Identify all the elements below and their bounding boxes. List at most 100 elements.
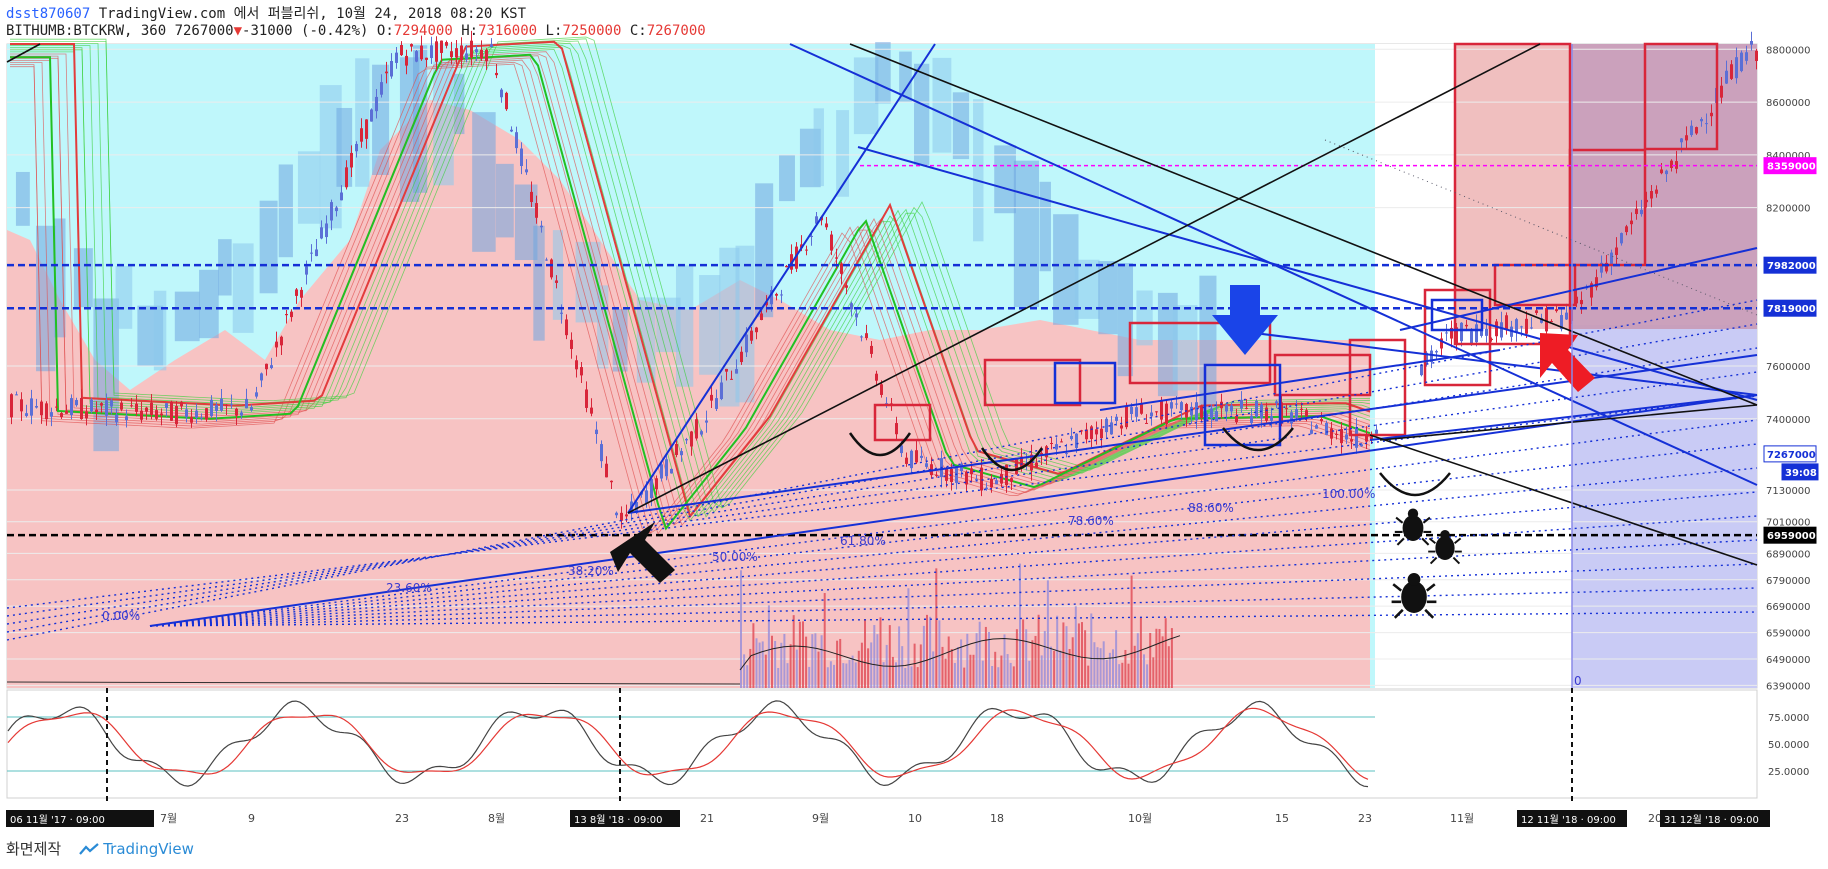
volume-bar: [895, 662, 897, 688]
price-candle: [1015, 458, 1018, 474]
price-candle: [300, 289, 303, 298]
volume-bar: [1022, 619, 1025, 688]
price-candle: [775, 293, 778, 296]
price-candle: [1685, 135, 1688, 141]
range-box-blue: [1053, 361, 1117, 405]
price-candle: [1565, 312, 1568, 320]
cloud-block: [1199, 275, 1217, 420]
price-candle: [430, 45, 433, 59]
price-candle: [1190, 406, 1193, 416]
cloud-block: [199, 269, 219, 339]
volume-bar: [749, 648, 752, 688]
price-candle: [1165, 403, 1168, 425]
projection-zone-red-2: [1572, 44, 1757, 329]
projection-zone-red-1: [1455, 44, 1572, 329]
price-candle: [1090, 426, 1093, 439]
price-candle: [125, 416, 128, 421]
price-tag-box: [1763, 157, 1817, 175]
symbol-label[interactable]: BITHUMB:BTCKRW, 360 7267000: [6, 23, 234, 39]
price-candle: [1200, 405, 1203, 418]
fib-level-label: 100.00%: [1322, 487, 1375, 501]
cloud-block: [174, 291, 200, 342]
cloud-block: [36, 225, 56, 372]
price-candle: [1475, 324, 1478, 343]
oscillator-d-line: [7, 707, 1369, 780]
trendline-black: [627, 43, 1541, 514]
date-box-label: 12 11월 '18 · 09:00: [1521, 814, 1616, 826]
volume-bar: [814, 633, 817, 688]
price-candle: [1455, 327, 1458, 345]
price-candle: [990, 478, 993, 488]
price-candle: [320, 227, 323, 239]
price-candle: [155, 410, 158, 419]
trendline-blue: [1399, 247, 1758, 331]
cloud-block: [699, 275, 721, 375]
price-axis-tick: 7600000: [1766, 362, 1811, 373]
price-candle: [855, 313, 858, 318]
price-candle: [525, 169, 528, 173]
price-axis-tick: 8600000: [1766, 98, 1811, 109]
price-candle: [735, 369, 738, 374]
cloud-block: [836, 110, 850, 197]
volume-bar: [1084, 630, 1087, 688]
price-candle: [330, 202, 333, 221]
volume-bar: [1043, 630, 1046, 688]
time-axis-tick: 11월: [1450, 812, 1474, 825]
high-value: 7316000: [478, 23, 538, 39]
price-candle: [745, 334, 748, 353]
price-candle: [675, 443, 678, 455]
price-candle: [1615, 247, 1618, 255]
cloud-block: [973, 99, 984, 242]
volume-bar: [1090, 613, 1093, 688]
cloud-block: [1074, 259, 1100, 319]
trendline-blue: [149, 394, 1758, 627]
cloud-block: [54, 218, 66, 338]
volume-bar: [1071, 637, 1074, 688]
price-candle: [455, 48, 458, 58]
volume-bar: [1155, 628, 1158, 688]
fib-level-label: 38.20%: [568, 564, 614, 578]
price-candle: [1060, 441, 1063, 443]
volume-bar: [767, 605, 770, 688]
price-candle: [1575, 296, 1578, 304]
price-candle: [35, 406, 38, 408]
price-candle: [295, 289, 298, 296]
cloud-block: [1136, 290, 1153, 346]
tradingview-logo[interactable]: TradingView: [79, 840, 194, 858]
price-candle: [1515, 319, 1518, 333]
price-axis-tick: 6590000: [1766, 629, 1811, 640]
volume-bar: [1139, 617, 1142, 688]
trendline-blue: [1369, 394, 1758, 441]
publish-text: TradingView.com 에서 퍼블리쉬, 10월 24, 2018 08…: [90, 6, 527, 22]
cloud-block: [1098, 261, 1118, 335]
volume-bar: [1158, 628, 1161, 688]
price-candle: [620, 512, 623, 521]
volume-bar: [820, 635, 823, 688]
volume-bar: [938, 620, 941, 688]
cloud-block: [755, 183, 774, 318]
price-candle: [650, 478, 653, 499]
price-candle: [530, 191, 533, 203]
price-candle: [945, 468, 948, 481]
time-axis-tick: 8월: [488, 812, 505, 825]
price-candle: [495, 72, 498, 76]
price-candle: [1210, 408, 1213, 419]
price-candle: [425, 57, 428, 60]
price-candle: [390, 60, 393, 77]
price-candle: [290, 311, 293, 318]
author-link[interactable]: dsst870607: [6, 6, 91, 22]
price-candle: [925, 463, 928, 467]
price-tag-box: [1763, 256, 1817, 274]
price-candle: [1305, 410, 1308, 417]
price-candle: [95, 409, 98, 412]
price-candle: [1285, 408, 1288, 410]
price-candle: [1655, 189, 1658, 194]
low-value: 7250000: [562, 23, 622, 39]
price-candle: [595, 429, 598, 435]
volume-bar: [916, 667, 919, 688]
volume-bar: [839, 638, 842, 688]
price-candle: [375, 96, 378, 112]
price-axis-tick: 8400000: [1766, 151, 1811, 162]
price-candle: [370, 109, 373, 122]
